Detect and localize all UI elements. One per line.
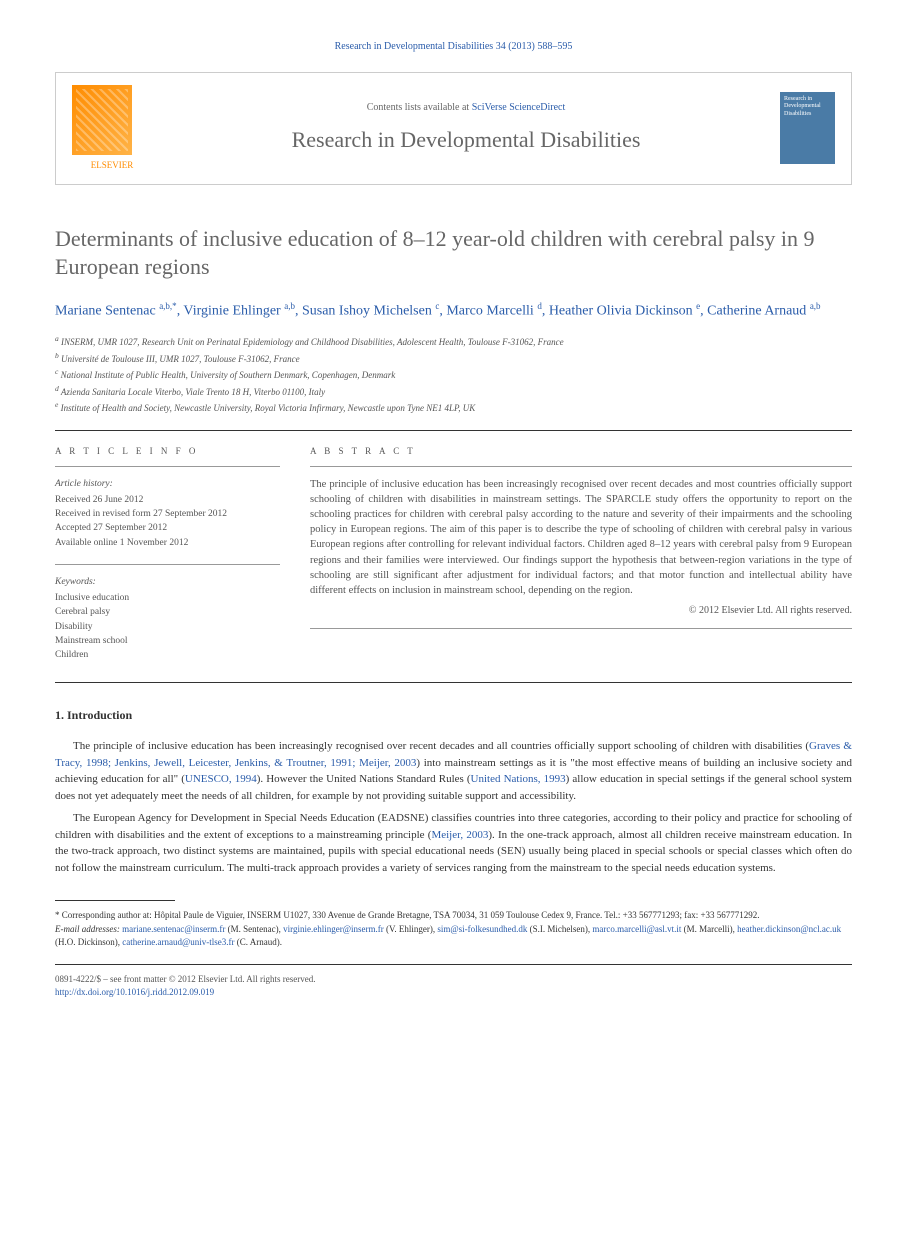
contents-line: Contents lists available at SciVerse Sci… <box>152 101 780 115</box>
corresponding-author-footnote: * Corresponding author at: Hôpital Paule… <box>55 909 852 950</box>
divider <box>310 466 852 467</box>
contents-prefix: Contents lists available at <box>367 102 472 113</box>
keyword-item: Children <box>55 648 280 662</box>
para1-text: The principle of inclusive education has… <box>73 740 809 752</box>
email-link[interactable]: marco.marcelli@asl.vt.it <box>592 924 681 934</box>
journal-cover-thumbnail: Research in Developmental Disabilities <box>780 92 835 164</box>
history-line: Available online 1 November 2012 <box>55 536 280 550</box>
elsevier-tree-icon <box>72 85 132 155</box>
history-label: Article history: <box>55 477 280 491</box>
abstract-column: A B S T R A C T The principle of inclusi… <box>310 445 852 662</box>
footer-block: 0891-4222/$ – see front matter © 2012 El… <box>55 973 852 1000</box>
citation-link[interactable]: United Nations, 1993 <box>471 773 566 785</box>
email-addresses-line: E-mail addresses: mariane.sentenac@inser… <box>55 923 852 950</box>
email-link[interactable]: sim@si-folkesundhed.dk <box>437 924 527 934</box>
affiliation-line: c National Institute of Public Health, U… <box>55 366 852 383</box>
article-info-header: A R T I C L E I N F O <box>55 445 280 458</box>
sciencedirect-link[interactable]: SciVerse ScienceDirect <box>472 102 566 113</box>
corresponding-text: * Corresponding author at: Hôpital Paule… <box>55 909 852 923</box>
article-history-block: Article history: Received 26 June 2012Re… <box>55 477 280 550</box>
authors-list: Mariane Sentenac a,b,*, Virginie Ehlinge… <box>55 300 852 322</box>
email-link[interactable]: catherine.arnaud@univ-tlse3.fr <box>122 937 234 947</box>
email-link[interactable]: virginie.ehlinger@inserm.fr <box>283 924 384 934</box>
citation-link[interactable]: UNESCO, 1994 <box>185 773 257 785</box>
email-name: (C. Arnaud) <box>235 937 280 947</box>
divider <box>55 682 852 683</box>
header-citation: Research in Developmental Disabilities 3… <box>55 40 852 54</box>
divider <box>310 628 852 629</box>
article-info-column: A R T I C L E I N F O Article history: R… <box>55 445 280 662</box>
email-link[interactable]: heather.dickinson@ncl.ac.uk <box>737 924 841 934</box>
issn-line: 0891-4222/$ – see front matter © 2012 El… <box>55 973 852 987</box>
affiliation-line: e Institute of Health and Society, Newca… <box>55 399 852 416</box>
footnote-separator <box>55 900 175 901</box>
keyword-item: Cerebral palsy <box>55 605 280 619</box>
email-name: (M. Marcelli), <box>681 924 737 934</box>
header-center: Contents lists available at SciVerse Sci… <box>152 101 780 156</box>
history-line: Received 26 June 2012 <box>55 493 280 507</box>
keyword-item: Mainstream school <box>55 634 280 648</box>
intro-paragraph-1: The principle of inclusive education has… <box>55 738 852 804</box>
keywords-label: Keywords: <box>55 575 280 589</box>
abstract-text: The principle of inclusive education has… <box>310 477 852 599</box>
abstract-copyright: © 2012 Elsevier Ltd. All rights reserved… <box>310 604 852 618</box>
info-abstract-row: A R T I C L E I N F O Article history: R… <box>55 445 852 662</box>
email-name: (S.I. Michelsen), <box>527 924 592 934</box>
journal-name: Research in Developmental Disabilities <box>152 125 780 156</box>
section-1-title: 1. Introduction <box>55 707 852 724</box>
email-label: E-mail addresses: <box>55 924 122 934</box>
para1-text: ). However the United Nations Standard R… <box>257 773 471 785</box>
affiliation-line: a INSERM, UMR 1027, Research Unit on Per… <box>55 333 852 350</box>
email-name: (V. Ehlinger), <box>384 924 438 934</box>
abstract-header: A B S T R A C T <box>310 445 852 458</box>
affiliations-list: a INSERM, UMR 1027, Research Unit on Per… <box>55 333 852 416</box>
keyword-item: Disability <box>55 620 280 634</box>
keyword-item: Inclusive education <box>55 591 280 605</box>
history-line: Accepted 27 September 2012 <box>55 521 280 535</box>
divider <box>55 430 852 431</box>
citation-link[interactable]: Meijer, 2003 <box>431 829 488 841</box>
history-line: Received in revised form 27 September 20… <box>55 507 280 521</box>
email-name: (M. Sentenac), <box>225 924 283 934</box>
intro-paragraph-2: The European Agency for Development in S… <box>55 810 852 876</box>
article-title: Determinants of inclusive education of 8… <box>55 225 852 282</box>
divider <box>55 564 280 565</box>
keywords-block: Keywords: Inclusive educationCerebral pa… <box>55 575 280 663</box>
affiliation-line: d Azienda Sanitaria Locale Viterbo, Vial… <box>55 383 852 400</box>
footer-separator <box>55 964 852 965</box>
doi-link[interactable]: http://dx.doi.org/10.1016/j.ridd.2012.09… <box>55 987 214 997</box>
email-name: (H.O. Dickinson), <box>55 937 122 947</box>
elsevier-logo-block: ELSEVIER <box>72 85 152 172</box>
affiliation-line: b Université de Toulouse III, UMR 1027, … <box>55 350 852 367</box>
journal-header-box: ELSEVIER Contents lists available at Sci… <box>55 72 852 185</box>
elsevier-label: ELSEVIER <box>72 159 152 172</box>
divider <box>55 466 280 467</box>
email-link[interactable]: mariane.sentenac@inserm.fr <box>122 924 225 934</box>
